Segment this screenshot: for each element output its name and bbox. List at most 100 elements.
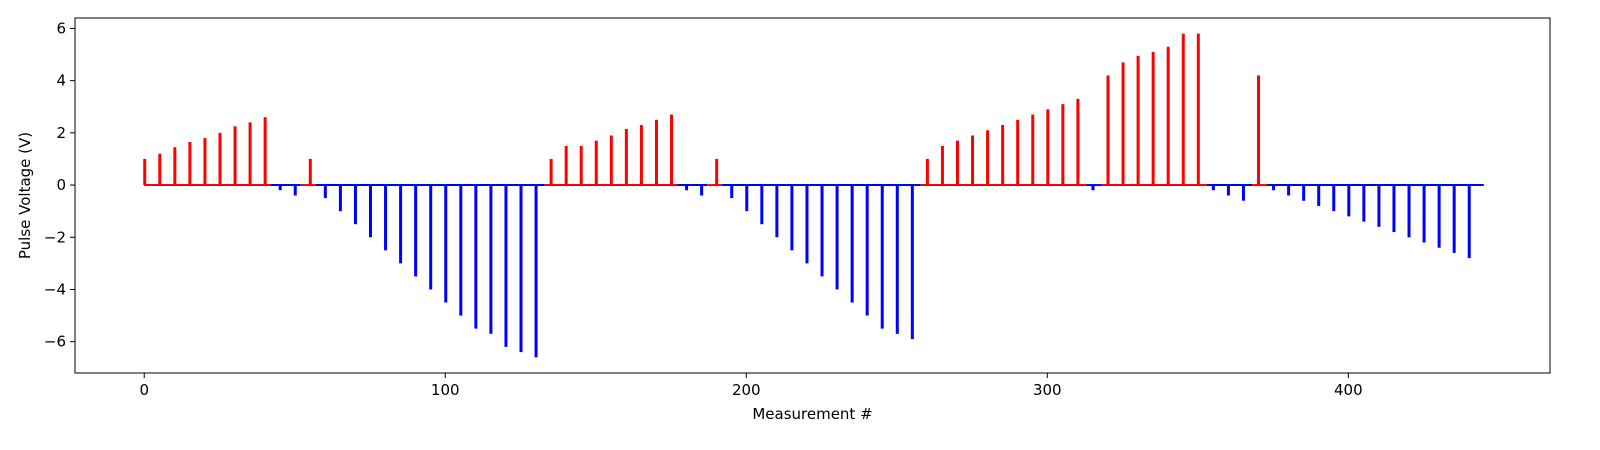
positive-pulse-bar <box>1106 75 1110 186</box>
positive-pulse-bar <box>203 138 207 186</box>
negative-pulse-bar <box>1392 185 1396 233</box>
positive-pulse-bar <box>173 147 177 186</box>
x-tick-label: 0 <box>139 381 149 399</box>
negative-pulse-bar <box>1302 185 1306 201</box>
x-axis-ticks: 0 100 200 300 400 <box>139 373 1363 399</box>
negative-pulse-bar <box>459 185 463 316</box>
positive-pulse-bar <box>1166 46 1170 186</box>
negative-pulse-bar <box>384 185 388 251</box>
negative-pulse-bar <box>1226 185 1230 196</box>
x-tick-label: 100 <box>431 381 460 399</box>
negative-pulse-bar <box>895 185 899 334</box>
positive-pulse-bar <box>940 145 944 186</box>
negative-pulse-bar <box>369 185 372 238</box>
negative-pulse-bar <box>278 185 282 191</box>
negative-pulse-bar <box>865 185 869 316</box>
y-tick-label: 6 <box>56 19 66 37</box>
negative-pulse-bar <box>1272 185 1276 191</box>
positive-pulse-bar <box>639 125 643 186</box>
positive-pulse-bar <box>1121 62 1125 186</box>
negative-pulse-bar <box>850 185 854 303</box>
negative-pulse-bar <box>1467 185 1471 259</box>
negative-pulse-bar <box>1347 185 1351 217</box>
negative-pulse-bar <box>790 185 794 251</box>
positive-pulse-bar <box>1031 114 1035 186</box>
positive-pulse-bar <box>263 117 267 186</box>
positive-pulse-bar <box>1046 109 1050 186</box>
negative-pulse-bar <box>745 185 749 212</box>
negative-pulse-bar <box>489 185 493 334</box>
negative-pulse-bar <box>730 185 734 199</box>
positive-pulse-bar <box>670 114 674 186</box>
x-tick-label: 300 <box>1033 381 1062 399</box>
negative-pulse-bar <box>1091 185 1095 191</box>
positive-pulse-bar <box>1151 51 1155 186</box>
positive-pulse-bar <box>233 126 237 186</box>
negative-pulse-bar <box>1211 185 1215 191</box>
negative-pulse-bar <box>414 185 418 277</box>
negative-pulse-bar <box>474 185 478 329</box>
negative-pulse-bar <box>775 185 779 238</box>
positive-pulse-bar <box>549 158 553 186</box>
negative-pulse-bar <box>323 185 327 199</box>
negative-pulse-bar <box>338 185 342 212</box>
negative-pulse-bar <box>685 185 689 191</box>
positive-pulse-bar <box>218 132 222 186</box>
negative-pulse-bar <box>429 185 433 290</box>
negative-pulse-bar <box>1407 185 1411 238</box>
negative-pulse-bar <box>399 185 403 264</box>
positive-pulse-bar <box>1001 125 1005 186</box>
y-tick-label: 0 <box>56 176 66 194</box>
negative-pulse-bar <box>820 185 824 277</box>
negative-pulse-bar <box>835 185 839 290</box>
negative-pulse-bar <box>1377 185 1381 227</box>
positive-pulse-bar <box>624 128 628 186</box>
x-axis-label: Measurement # <box>752 405 872 423</box>
positive-pulse-bar <box>579 145 583 186</box>
positive-pulse-bar <box>971 135 975 186</box>
positive-pulse-bar <box>188 141 192 186</box>
negative-pulse-bar <box>519 185 523 353</box>
negative-pulse-bar <box>760 185 764 225</box>
positive-pulse-bar <box>609 135 613 186</box>
positive-pulse-bar <box>594 140 598 186</box>
negative-pulse-bar <box>1317 185 1321 206</box>
positive-pulse-bar <box>654 119 658 186</box>
negative-pulse-bar <box>1241 185 1245 201</box>
x-tick-label: 200 <box>732 381 761 399</box>
y-tick-label: 2 <box>56 124 66 142</box>
y-tick-label: −4 <box>44 280 66 298</box>
positive-pulse-bar <box>308 158 312 186</box>
positive-pulse-bar <box>158 153 162 186</box>
x-tick-label: 400 <box>1334 381 1363 399</box>
positive-pulse-bar <box>564 145 568 186</box>
negative-pulse-bar <box>1452 185 1456 253</box>
positive-pulse-bar <box>955 140 959 186</box>
y-axis-ticks: −6 −4 −2 0 2 4 6 <box>44 19 75 351</box>
positive-pulse-bar <box>1257 75 1261 186</box>
negative-pulse-bar <box>534 185 538 358</box>
positive-pulse-bar <box>925 158 929 186</box>
positive-pulse-bar <box>1196 33 1200 186</box>
y-axis-label: Pulse Voltage (V) <box>16 132 34 259</box>
negative-pulse-bar <box>353 185 357 225</box>
negative-pulse-bar <box>910 185 914 340</box>
positive-pulse-bar <box>248 122 252 186</box>
positive-pulse-bar <box>986 130 990 186</box>
y-tick-label: 4 <box>56 72 66 90</box>
y-tick-label: −2 <box>44 228 66 246</box>
negative-pulse-bar <box>1422 185 1426 243</box>
negative-pulse-bar <box>1437 185 1441 248</box>
negative-pulse-bar <box>805 185 809 264</box>
positive-pulse-bar <box>1181 33 1185 186</box>
plot-frame <box>74 17 1551 374</box>
positive-pulse-bar <box>715 158 719 186</box>
negative-pulse-bar <box>700 185 704 196</box>
negative-pulse-bar <box>1332 185 1336 212</box>
positive-pulse-bar <box>1061 104 1065 186</box>
negative-pulse-bar <box>293 185 297 196</box>
positive-pulse-bar <box>1136 55 1140 186</box>
negative-pulse-bar <box>1287 185 1291 196</box>
negative-pulse-bar <box>1362 185 1366 222</box>
